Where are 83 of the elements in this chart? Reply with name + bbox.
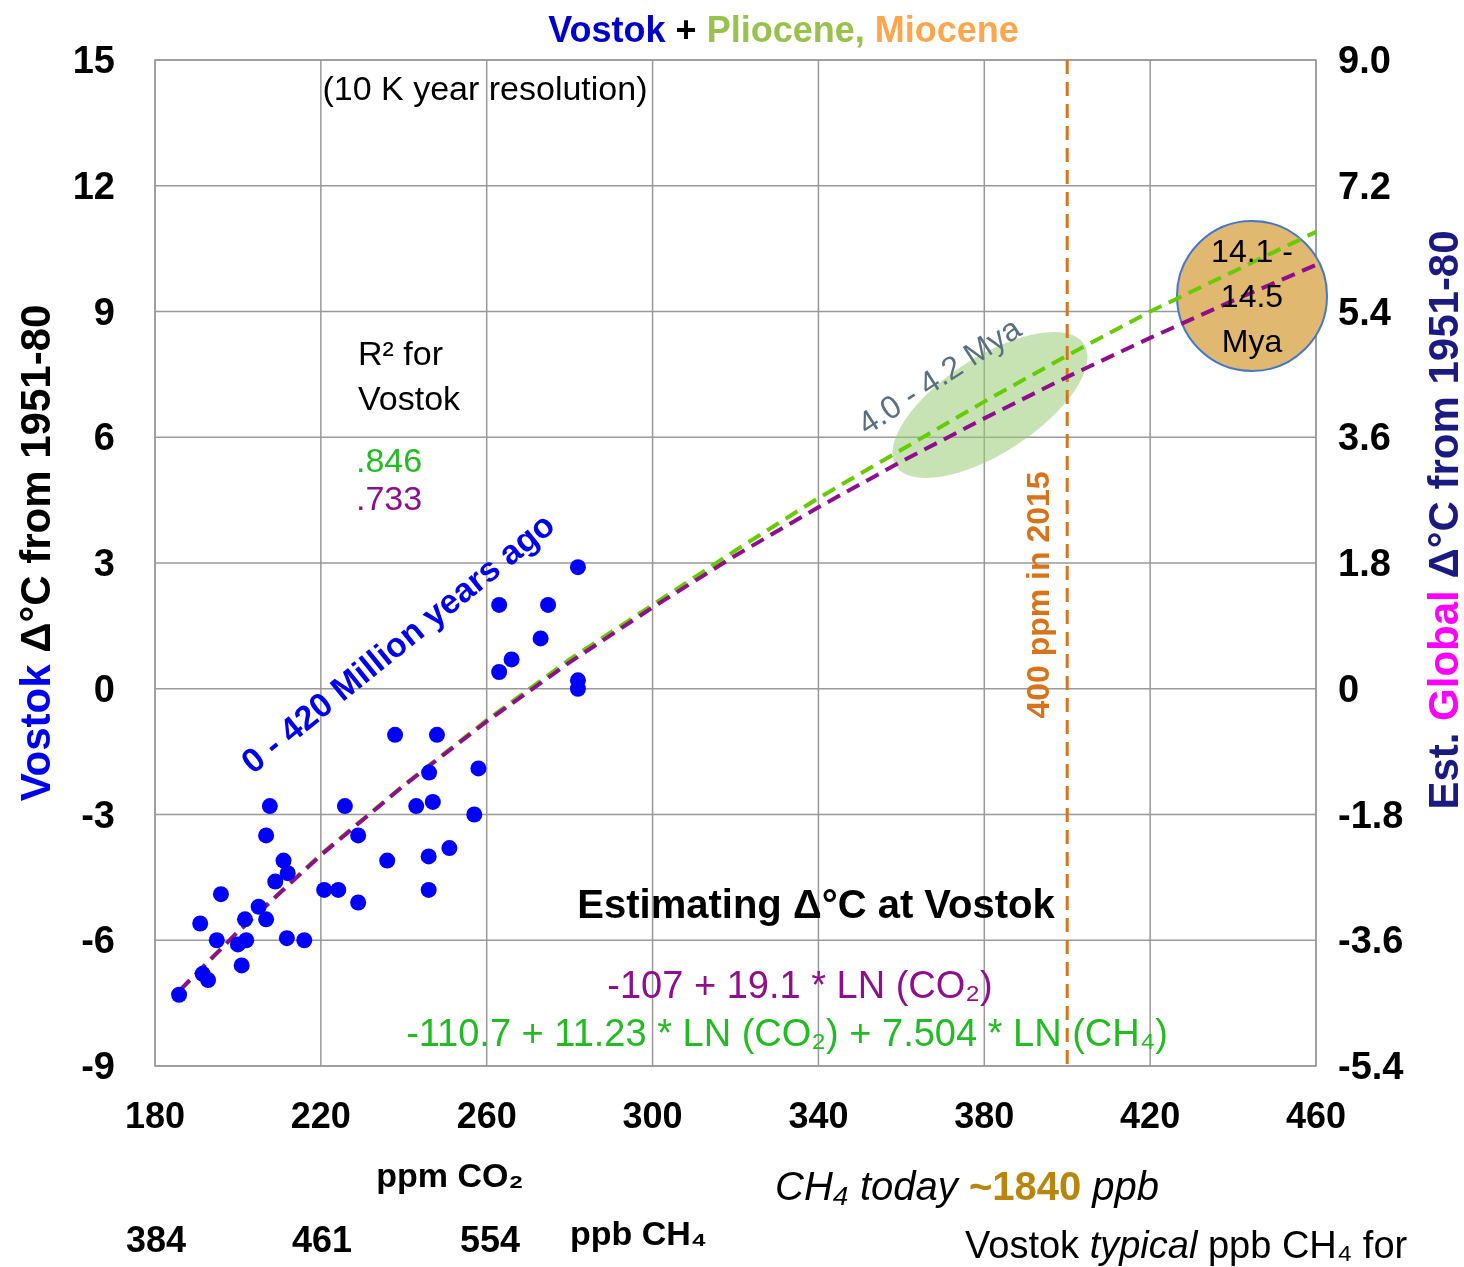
x-tick-label: 220 <box>290 1095 351 1136</box>
x-tick-label: 180 <box>124 1095 186 1136</box>
y-tick-label: 6 <box>93 416 115 459</box>
point <box>503 651 520 668</box>
annotation: .733 <box>356 479 423 517</box>
y2-tick-label: -5.4 <box>1338 1045 1404 1087</box>
y2-tick-label: 5.4 <box>1338 290 1391 333</box>
x-tick-label: 420 <box>1120 1095 1181 1136</box>
point <box>208 932 225 949</box>
y-tick-label: 3 <box>93 542 115 584</box>
y-tick-label: -6 <box>81 919 115 962</box>
y-tick-label: 12 <box>72 164 115 207</box>
point <box>532 630 549 647</box>
point <box>171 986 188 1003</box>
point <box>278 930 295 947</box>
point <box>267 873 284 890</box>
chart-title: Vostok + Pliocene, Miocene <box>548 9 1019 50</box>
x-tick-label: 260 <box>456 1095 517 1136</box>
y2-axis-title: Est. Global Δ°C from 1951-80 <box>1420 230 1464 810</box>
point <box>408 798 425 815</box>
annotation: (10 K year resolution) <box>322 69 648 107</box>
annotation: -107 + 19.1 * LN (CO₂) <box>607 964 993 1006</box>
point <box>420 881 437 898</box>
y-tick-label: 0 <box>93 667 115 710</box>
point <box>279 865 296 882</box>
point <box>466 806 483 823</box>
point <box>350 894 367 911</box>
x-tick-label: 460 <box>1285 1095 1347 1136</box>
y-tick-label: 15 <box>72 39 115 81</box>
point <box>258 827 275 844</box>
point <box>212 886 229 903</box>
point <box>379 852 396 869</box>
annotation: 4.0 - 4.2 Mya <box>850 309 1028 442</box>
text: CH₄ today ~1840 ppb <box>775 1164 1160 1208</box>
y2-tick-label: 3.6 <box>1338 416 1391 459</box>
point <box>238 932 255 949</box>
point <box>540 596 557 613</box>
y2-tick-label: 0 <box>1338 667 1360 710</box>
ref-line-label: 400 ppm in 2015 <box>1020 471 1057 719</box>
text: 384 <box>125 1219 187 1260</box>
point <box>470 760 487 777</box>
text: ppb CH₄ <box>570 1214 708 1252</box>
point <box>387 726 404 743</box>
x-axis-title: ppm CO₂ <box>376 1156 524 1194</box>
annotation: .846 <box>356 441 423 479</box>
annotation: R² for <box>358 334 443 372</box>
y2-tick-label: -1.8 <box>1338 793 1404 836</box>
text: Vostok typical ppb CH₄ for <box>965 1224 1408 1266</box>
point <box>428 726 445 743</box>
y2-tick-label: 9.0 <box>1338 39 1391 81</box>
text: 461 <box>291 1219 353 1260</box>
point <box>250 898 267 915</box>
y2-tick-label: -3.6 <box>1338 919 1404 962</box>
point <box>192 915 209 932</box>
point <box>233 957 250 974</box>
point <box>330 881 347 898</box>
point <box>316 881 333 898</box>
text: 554 <box>459 1219 521 1260</box>
point <box>261 798 278 815</box>
annotation: -110.7 + 11.23 * LN (CO₂) + 7.504 * LN (CH₄) <box>406 1012 1168 1054</box>
y-tick-label: 9 <box>93 290 115 333</box>
y-tick-label: -3 <box>81 793 115 836</box>
annotation: Estimating Δ°C at Vostok <box>577 882 1056 926</box>
point <box>491 663 508 680</box>
point <box>441 840 458 857</box>
point <box>420 848 437 865</box>
point <box>421 764 438 781</box>
point <box>336 798 353 815</box>
point <box>569 559 586 576</box>
y-axis-title: Vostok Δ°C from 1951-80 <box>12 304 59 802</box>
y2-tick-label: 7.2 <box>1338 164 1391 207</box>
x-tick-label: 300 <box>622 1095 683 1136</box>
point <box>350 827 367 844</box>
point <box>258 911 275 928</box>
annotation: Vostok <box>358 379 462 417</box>
y2-tick-label: 1.8 <box>1338 542 1391 584</box>
point <box>200 972 217 989</box>
point <box>296 932 313 949</box>
x-tick-label: 340 <box>788 1095 849 1136</box>
x-tick-label: 380 <box>954 1095 1015 1136</box>
y-tick-label: -9 <box>81 1045 115 1087</box>
point <box>236 911 253 928</box>
point <box>424 793 441 810</box>
